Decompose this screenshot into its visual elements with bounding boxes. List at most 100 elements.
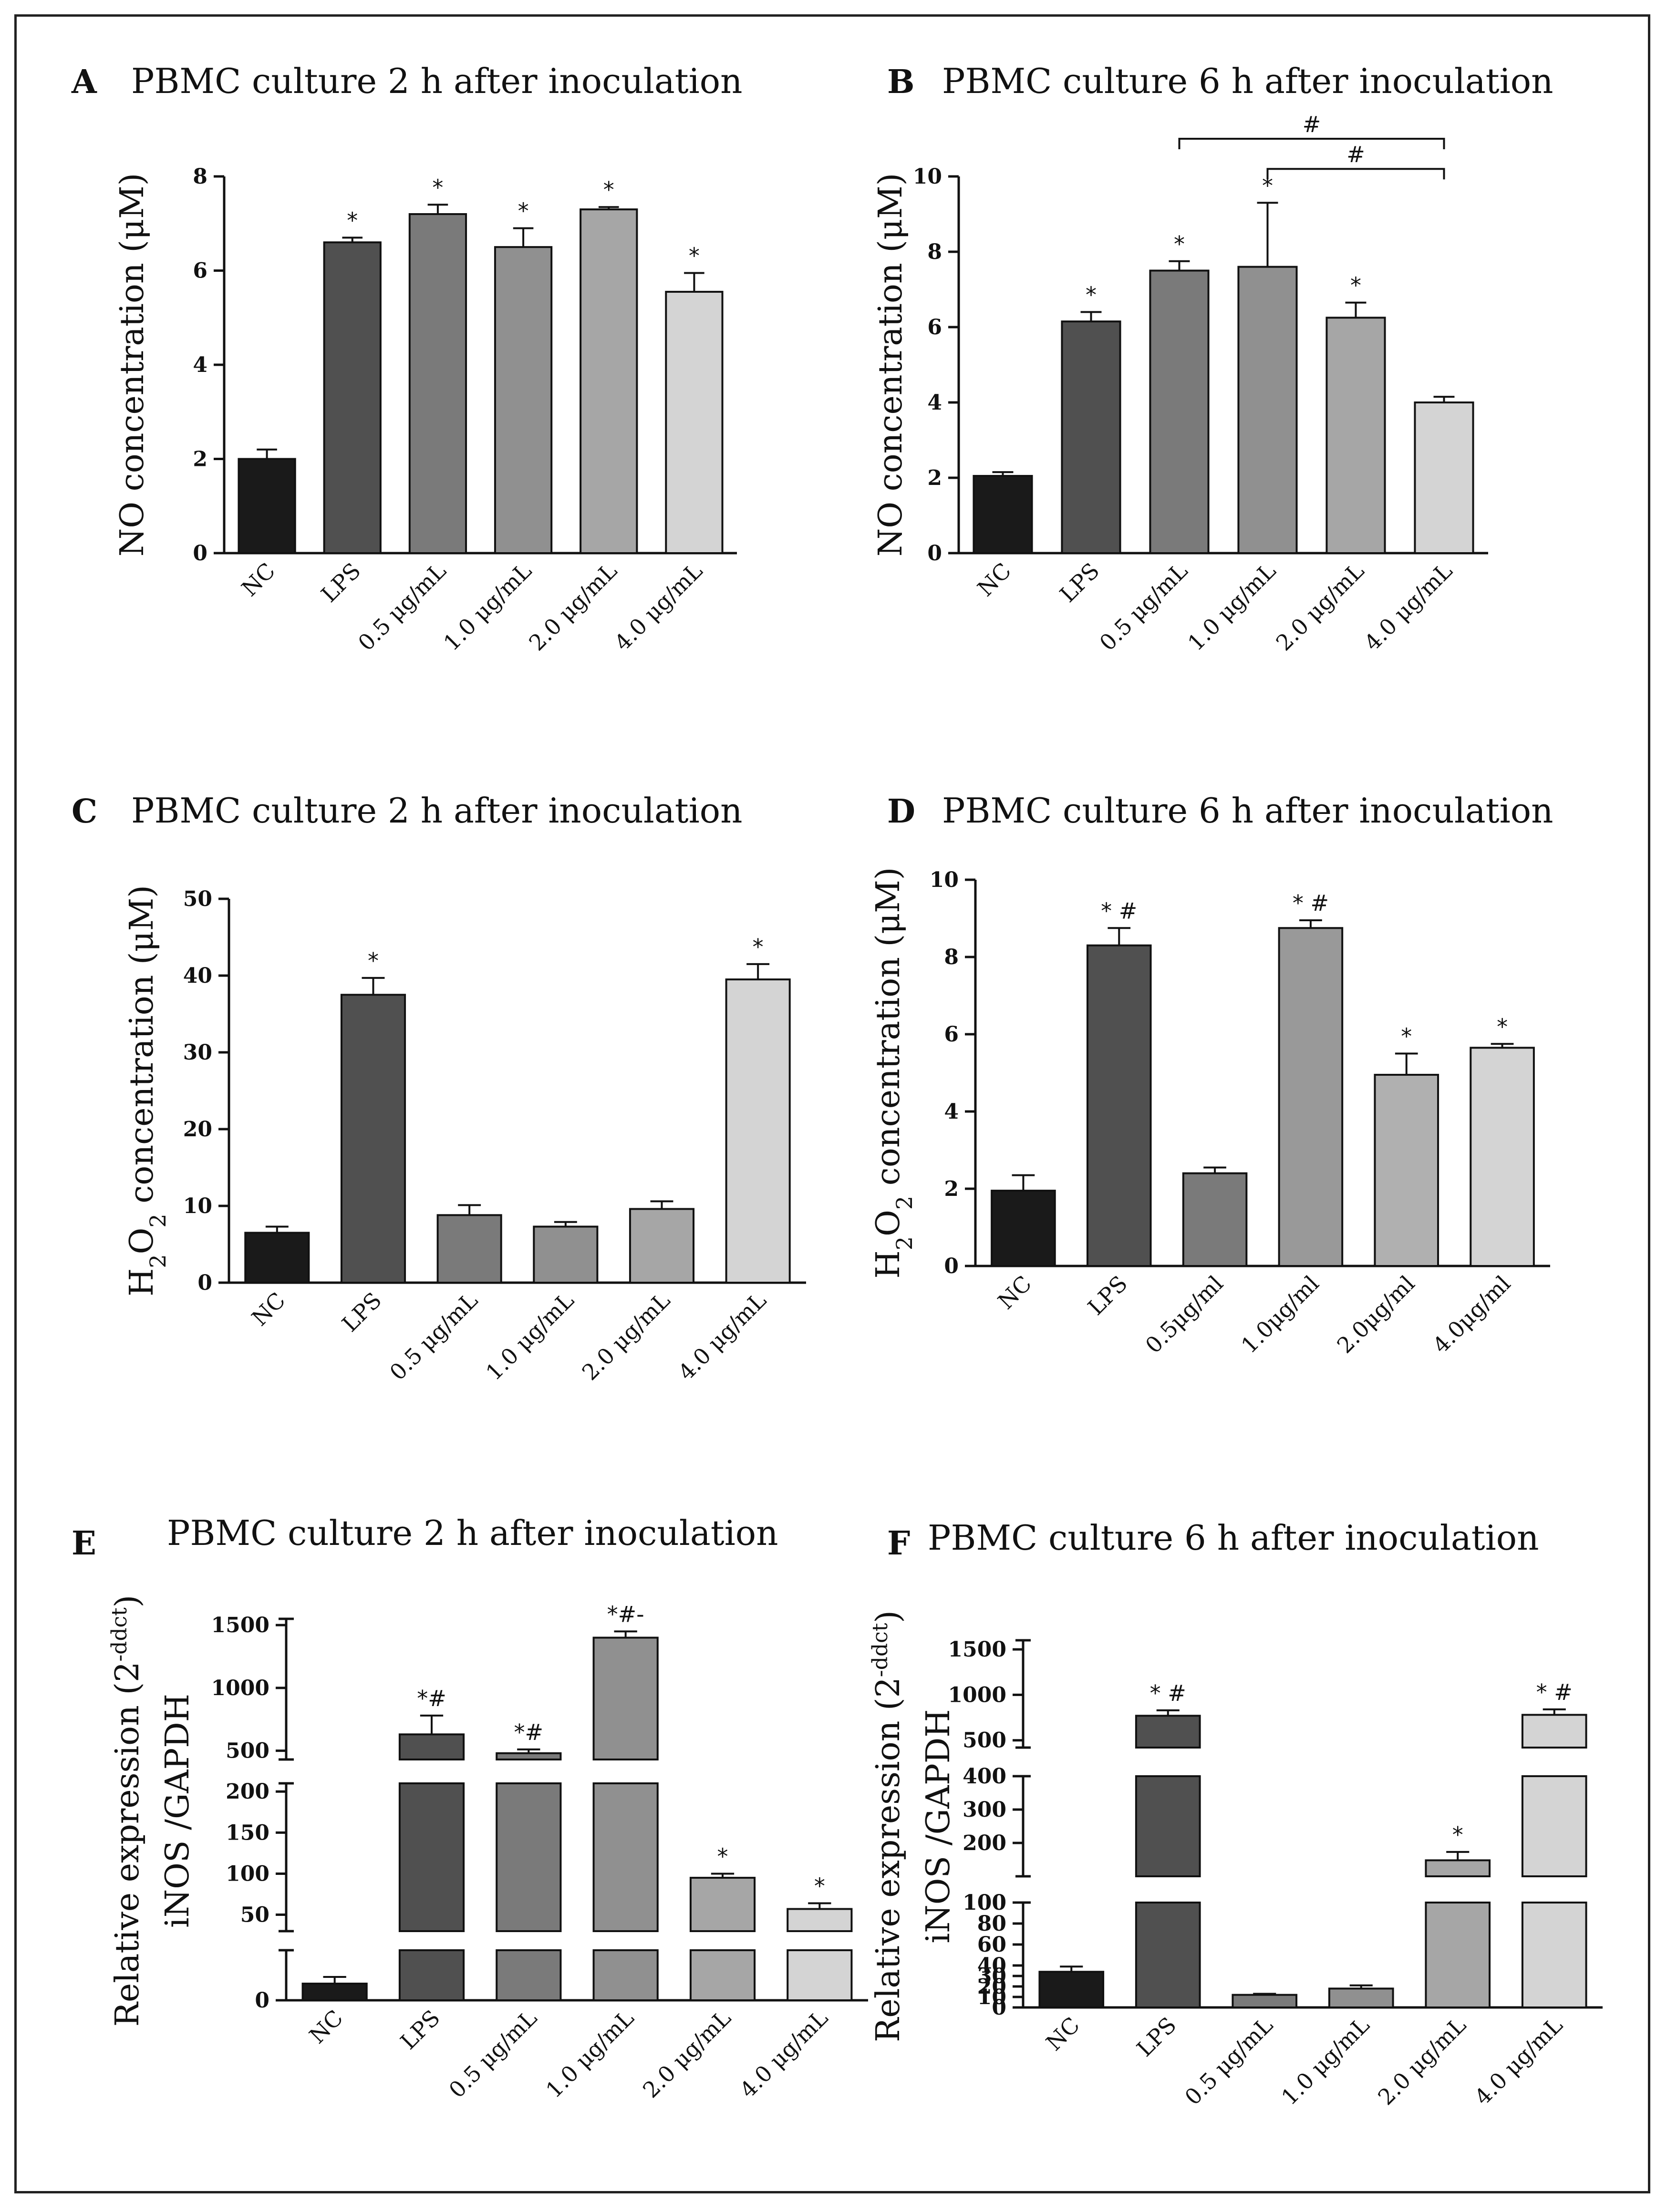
bar-segment [398,1949,465,2001]
y-tick-label: 30 [183,1040,212,1065]
bar [238,458,296,554]
bar-segment [1135,1775,1201,1877]
x-category-label: 2.0μg/ml [1332,1271,1419,1358]
bar-segment [1521,1714,1587,1749]
x-category-label: 1.0μg/ml [1236,1271,1324,1358]
x-category-label: LPS [1055,558,1104,607]
bar-segment [787,1949,853,2001]
y-tick-label: 20 [183,1117,212,1142]
panel-title: PBMC culture 2 h after inoculation [167,1513,778,1553]
y-tick-label: 6 [193,259,207,283]
figure-frame [14,14,1650,2193]
y-tick-label: 10 [913,165,942,189]
y-tick-label: 0 [255,1988,269,2013]
y-tick-label: 500 [963,1728,1006,1753]
y-tick-label: 4 [193,353,207,377]
y-label-part: H [123,1268,161,1296]
x-category-label: LPS [337,1287,386,1337]
x-category-label: 4.0 μg/mL [1470,2012,1568,2110]
y-tick-label: 8 [944,945,959,969]
x-category-label: 1.0 μg/mL [1183,558,1281,656]
panel-letter: B [887,63,914,101]
x-category-label: 1.0 μg/mL [481,1287,579,1386]
significance-label: * [518,198,529,224]
significance-label: * [603,177,614,203]
bar-segment [398,1782,465,1932]
bar [580,208,638,554]
y-tick-label: 8 [193,165,207,189]
panel-title: PBMC culture 2 h after inoculation [131,61,742,101]
bar [973,475,1033,554]
panel-b: B PBMC culture 6 h after inoculation 0 2 4 6 8… [872,61,1553,656]
y-tick-label: 0 [197,1271,212,1295]
y-tick-label: 60 [977,1933,1006,1957]
y-tick-label: 1000 [948,1683,1006,1707]
bar [1237,266,1298,554]
significance-label: * [689,243,700,268]
panel-d: D PBMC culture 6 h after inoculation 0 2 4 6 8… [870,791,1553,1358]
bar [1061,320,1121,555]
significance-label: * [347,207,358,233]
bar [494,246,553,554]
y-label-part: H [870,1250,907,1278]
panel-letter: F [887,1524,910,1563]
x-category-label: 0.5μg/ml [1140,1271,1228,1358]
bar-segment [1328,1987,1394,2008]
y-label-sub: 2 [145,1214,171,1227]
y-tick-label: 2 [927,466,942,490]
bar [244,1232,310,1284]
bar-segment [787,1908,853,1932]
y-label-part: Relative expression (2 [109,1662,146,2027]
x-category-label: 4.0 μg/mL [735,2005,833,2103]
bar [629,1208,695,1284]
significance-label: * [432,175,443,200]
panel-title: PBMC culture 6 h after inoculation [942,61,1553,101]
y-label-part: O [870,1210,907,1236]
bar [991,1190,1056,1267]
x-category-label: 2.0 μg/mL [577,1287,675,1386]
panel-letter: A [71,63,97,101]
y-label-sup: -ddct [107,1607,132,1662]
x-category-label: 1.0 μg/mL [438,558,537,656]
y-tick-label: 80 [977,1912,1006,1936]
y-tick-label: 30 [977,1964,1006,1988]
bar-segment [496,1949,562,2001]
significance-label: * [717,1843,728,1869]
bar [1182,1172,1248,1267]
significance-label: *# [417,1686,446,1711]
y-tick-label: 150 [226,1821,269,1845]
bar-segment [301,1983,368,2001]
x-category-label: 0.5 μg/mL [353,558,451,656]
y-tick-label: 6 [944,1022,959,1047]
panel-c: C PBMC culture 2 h after inoculation01020… [72,791,806,1385]
x-category-label: 4.0 μg/mL [610,558,708,656]
y-tick-label: 2 [193,447,207,472]
y-axis-label: NO concentration (μM) [872,173,910,556]
x-category-label: 4.0μg/ml [1428,1271,1515,1358]
bar [1325,317,1386,554]
bar [436,1214,502,1284]
bar-segment [1521,1902,1587,2008]
y-tick-label: 2 [944,1177,959,1201]
panel-letter: E [72,1524,96,1563]
y-axis-label: H2O2 concentration (μM) [870,867,917,1279]
y-label-part: concentration (μM) [870,867,907,1196]
x-category-label: NC [247,1287,290,1331]
y-tick-label: 10 [930,868,959,892]
y-axis-label-line2: iNOS /GAPDH [159,1694,197,1928]
y-tick-label: 4 [944,1100,959,1124]
panel-letter: C [72,792,97,831]
y-tick-label: 300 [963,1798,1006,1822]
bar [323,241,382,554]
y-label-part: Relative expression (2 [870,1677,907,2042]
bar [1086,944,1152,1267]
bar [1374,1074,1439,1267]
y-tick-label: 10 [183,1194,212,1218]
y-label-part: O [123,1228,161,1255]
y-axis-label: Relative expression (2-ddct) [107,1595,147,2027]
panel-a: A PBMC culture 2 h after inoculation 0 2 4 6 8… [71,61,742,656]
panel-e: E PBMC culture 2 h after inoculation 0 50 10… [72,1513,868,2103]
bar [340,994,406,1284]
y-tick-label: 8 [927,240,942,264]
panel-f: F PBMC culture 6 h after inoculation01020… [868,1518,1603,2110]
